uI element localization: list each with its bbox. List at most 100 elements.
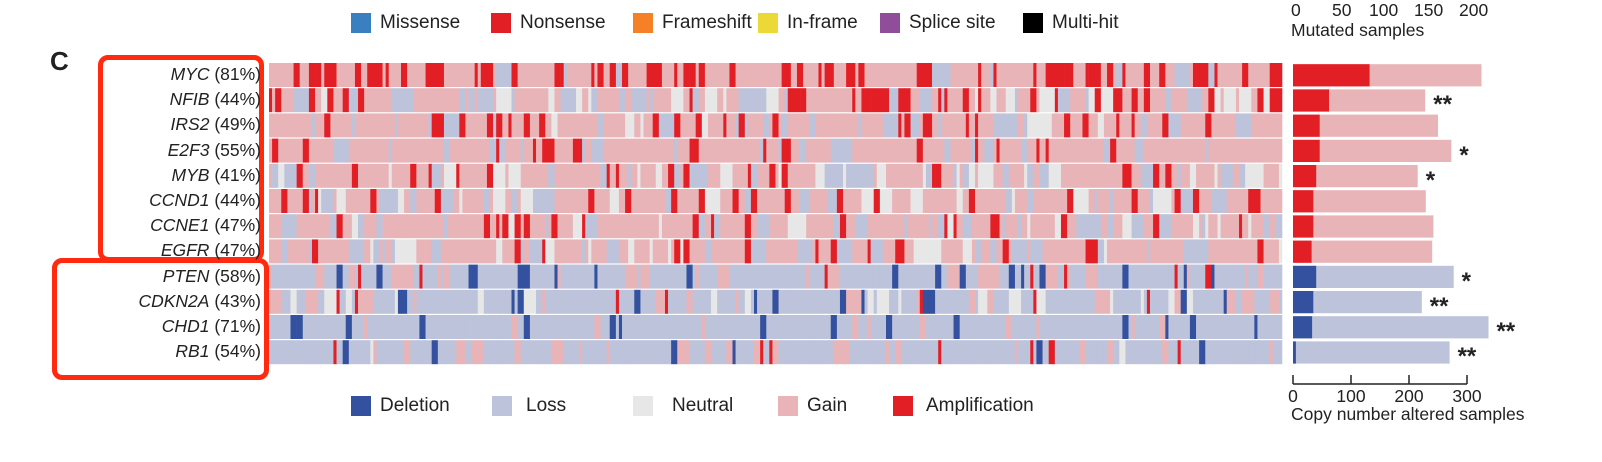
heatmap-cell xyxy=(1263,214,1271,239)
heatmap-cell xyxy=(336,163,343,188)
heatmap-cell xyxy=(1131,163,1142,188)
heatmap-cell xyxy=(1048,163,1062,188)
heatmap-cell xyxy=(579,315,595,339)
heatmap-cell xyxy=(572,214,577,239)
heatmap-cell xyxy=(1030,239,1037,264)
heatmap-cell xyxy=(348,63,356,87)
heatmap-cell xyxy=(769,214,779,239)
heatmap-cell xyxy=(361,214,365,239)
heatmap-cell xyxy=(1128,289,1135,314)
heatmap-cell xyxy=(1229,214,1240,239)
heatmap-cell xyxy=(505,189,512,213)
heatmap-cell xyxy=(1057,63,1065,87)
heatmap-cell xyxy=(585,340,589,365)
heatmap-cell xyxy=(827,88,832,113)
heatmap-cell xyxy=(606,63,611,87)
heatmap-cell xyxy=(907,315,914,339)
heatmap-cell xyxy=(1211,189,1228,213)
heatmap-cell xyxy=(683,189,687,213)
heatmap-cell xyxy=(615,289,620,314)
heatmap-cell xyxy=(858,63,865,87)
heatmap-cell xyxy=(391,340,405,365)
heatmap-cell xyxy=(1021,138,1028,163)
heatmap-cell xyxy=(275,340,279,365)
heatmap-cell xyxy=(566,138,574,163)
heatmap-cell xyxy=(892,214,905,239)
heatmap-cell xyxy=(456,264,469,289)
heatmap-cell xyxy=(606,315,611,339)
heatmap-cell xyxy=(523,239,531,264)
heatmap-cell xyxy=(735,315,743,339)
heatmap-cell xyxy=(846,138,853,163)
heatmap-cell xyxy=(517,138,522,163)
heatmap-cell xyxy=(646,88,650,113)
heatmap-cell xyxy=(941,113,957,138)
heatmap-cell xyxy=(542,214,546,239)
heatmap-cell xyxy=(588,113,595,138)
heatmap-cell xyxy=(1008,340,1016,365)
heatmap-cell xyxy=(720,315,730,339)
heatmap-cell xyxy=(532,189,540,213)
heatmap-cell xyxy=(852,214,856,239)
heatmap-cell xyxy=(812,264,819,289)
heatmap-cell xyxy=(1131,113,1135,138)
heatmap-cell xyxy=(631,138,638,163)
heatmap-cell xyxy=(450,315,454,339)
heatmap-cell xyxy=(431,163,442,188)
heatmap-cell xyxy=(750,289,755,314)
heatmap-cell xyxy=(1278,289,1283,314)
heatmap-cell xyxy=(308,163,316,188)
heatmap-cell xyxy=(376,289,393,314)
heatmap-cell xyxy=(1021,214,1028,239)
heatmap-cell xyxy=(846,214,850,239)
heatmap-cell xyxy=(336,214,343,239)
heatmap-cell xyxy=(615,315,620,339)
heatmap-cell xyxy=(1266,315,1283,339)
heatmap-cell xyxy=(622,63,629,87)
significance-myb: * xyxy=(1425,167,1436,194)
heatmap-cell xyxy=(1269,289,1277,314)
heatmap-cell xyxy=(615,138,629,163)
heatmap-cell xyxy=(922,113,927,138)
heatmap-cell xyxy=(278,189,282,213)
heatmap-cell xyxy=(879,63,884,87)
heatmap-cell xyxy=(1107,189,1111,213)
heatmap-cell xyxy=(272,163,279,188)
heatmap-cell xyxy=(735,138,739,163)
heatmap-cell xyxy=(1199,264,1206,289)
bottom-axis-tick-label: 300 xyxy=(1452,386,1481,406)
heatmap-cell xyxy=(315,163,319,188)
heatmap-cell xyxy=(585,214,595,239)
heatmap-cell xyxy=(1002,239,1010,264)
heatmap-cell xyxy=(416,340,420,365)
heatmap-cell xyxy=(391,239,396,264)
heatmap-cell xyxy=(1064,340,1071,365)
heatmap-cell xyxy=(643,315,650,339)
heatmap-cell xyxy=(269,138,273,163)
heatmap-cell xyxy=(315,189,319,213)
heatmap-cell xyxy=(443,88,457,113)
heatmap-cell xyxy=(692,88,700,113)
heatmap-cell xyxy=(499,214,503,239)
heatmap-cell xyxy=(594,63,598,87)
heatmap-cell xyxy=(757,189,773,213)
heatmap-cell xyxy=(959,113,967,138)
heatmap-cell xyxy=(876,113,884,138)
heatmap-cell xyxy=(1110,315,1120,339)
top-axis-tick: 0 xyxy=(1291,0,1301,20)
heatmap-cell xyxy=(968,163,976,188)
heatmap-cell xyxy=(818,88,822,113)
heatmap-cell xyxy=(299,264,307,289)
heatmap-cell xyxy=(591,63,595,87)
heatmap-cell xyxy=(382,214,386,239)
heatmap-cell xyxy=(938,138,945,163)
heatmap-cell xyxy=(447,214,457,239)
heatmap-cell xyxy=(1263,289,1271,314)
heatmap-cell xyxy=(358,264,362,289)
heatmap-cell xyxy=(1183,264,1188,289)
heatmap-cell xyxy=(315,340,328,365)
heatmap-cell xyxy=(542,138,549,163)
heatmap-cell xyxy=(984,138,994,163)
heatmap-cell xyxy=(563,289,577,314)
heatmap-cell xyxy=(975,189,991,213)
